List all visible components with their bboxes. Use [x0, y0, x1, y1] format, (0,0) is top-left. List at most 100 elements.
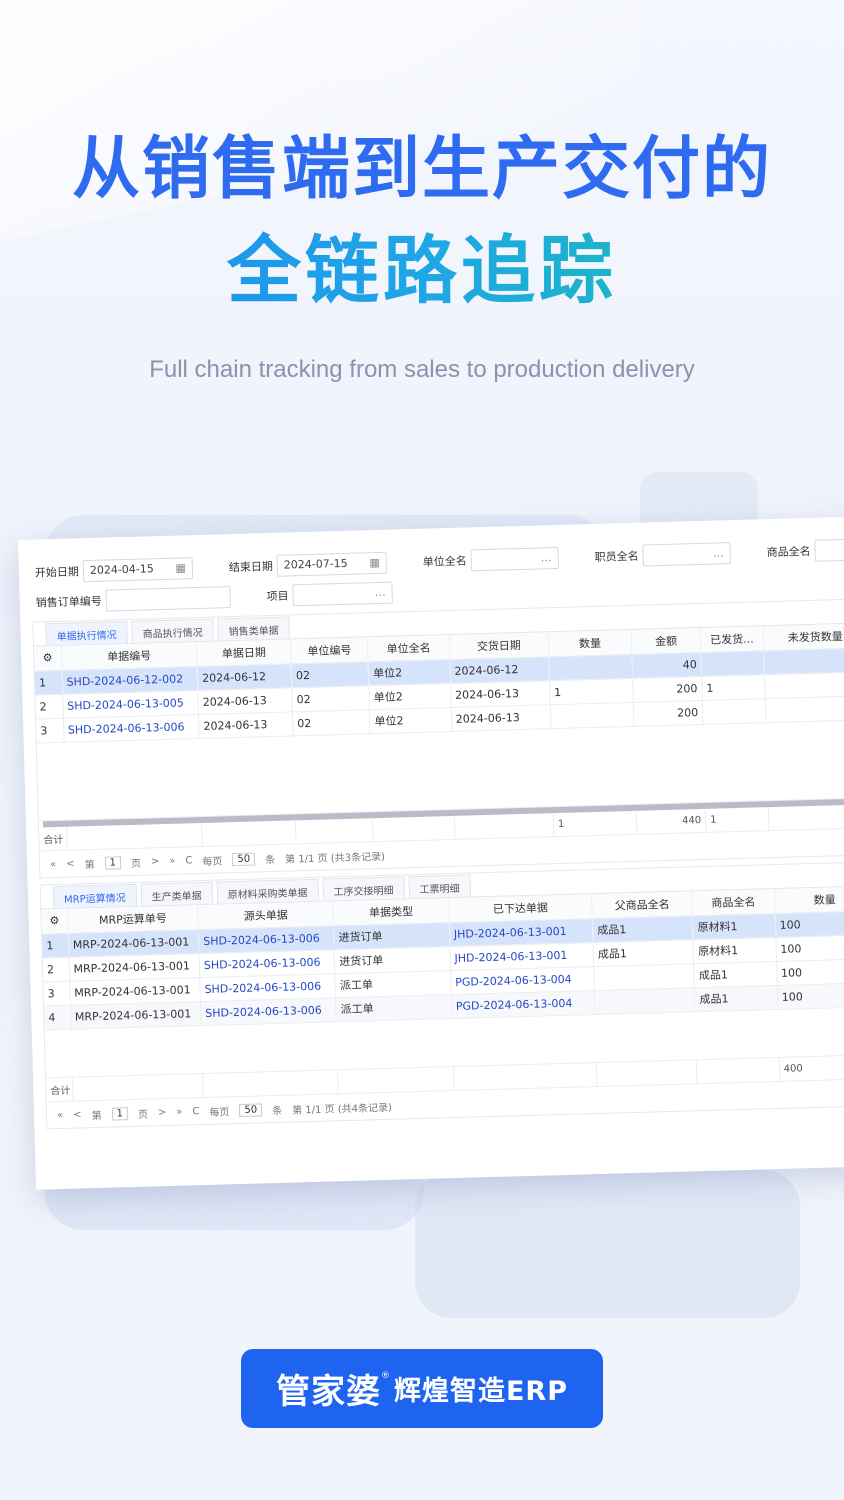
- hero-subtitle: Full chain tracking from sales to produc…: [149, 356, 695, 383]
- gear-icon[interactable]: ⚙: [33, 645, 62, 671]
- column-header[interactable]: 数量: [774, 886, 844, 914]
- refresh-button[interactable]: C: [185, 854, 193, 866]
- column-header[interactable]: 交货日期: [448, 632, 549, 659]
- tab-product-execution[interactable]: 商品执行情况: [131, 618, 214, 643]
- summary-cell: [454, 812, 554, 840]
- page-info: 第 1/1 页 (共4条记录): [292, 1102, 393, 1117]
- document-date: 2024-06-13: [198, 711, 294, 739]
- column-header[interactable]: 单位全名: [367, 635, 450, 662]
- prev-page-button[interactable]: <: [66, 858, 75, 870]
- issued-document-link[interactable]: PGD-2024-06-13-004: [451, 990, 596, 1019]
- tab-mrp[interactable]: MRP运算情况: [52, 883, 137, 909]
- ellipsis-icon[interactable]: …: [712, 546, 724, 560]
- quantity: 100: [775, 934, 844, 961]
- end-date-value: 2024-07-15: [283, 556, 348, 572]
- column-header[interactable]: 单位编号: [290, 637, 369, 664]
- page-number-input[interactable]: 1: [104, 855, 122, 870]
- page-number-input[interactable]: 1: [111, 1106, 129, 1121]
- row-index: 1: [41, 932, 69, 958]
- gear-icon[interactable]: ⚙: [41, 908, 69, 934]
- page-info: 第 1/1 页 (共3条记录): [285, 851, 386, 866]
- column-header[interactable]: 父商品全名: [591, 891, 693, 919]
- tab-production-documents[interactable]: 生产类单据: [140, 881, 213, 906]
- registered-mark: ®: [380, 1371, 390, 1381]
- column-header[interactable]: 单据类型: [333, 898, 450, 926]
- per-page-input[interactable]: 50: [232, 852, 256, 866]
- per-page-label: 每页: [209, 1106, 230, 1119]
- page-suffix: 页: [130, 858, 142, 870]
- column-header[interactable]: 商品全名: [691, 889, 775, 916]
- first-page-button[interactable]: «: [49, 858, 57, 870]
- mrp-number: MRP-2024-06-13-001: [68, 929, 200, 957]
- summary-quantity: 400: [778, 1054, 844, 1082]
- delivery-date: 2024-06-12: [449, 656, 550, 683]
- tab-work-ticket[interactable]: 工票明细: [408, 874, 471, 899]
- next-page-button[interactable]: >: [157, 1106, 167, 1118]
- calendar-icon[interactable]: ▦: [175, 561, 187, 575]
- product-name-field[interactable]: [814, 538, 844, 562]
- staff-name-field[interactable]: …: [642, 542, 731, 567]
- column-header[interactable]: 已发货...: [700, 626, 764, 652]
- document-type: 派工单: [335, 970, 452, 998]
- refresh-button[interactable]: C: [192, 1105, 200, 1117]
- summary-cell: [767, 803, 844, 831]
- sales-order-label: 销售订单编号: [35, 594, 102, 610]
- end-date-field[interactable]: 2024-07-15 ▦: [276, 551, 388, 577]
- erp-screenshot: 开始日期 2024-04-15 ▦ 结束日期 2024-07-15 ▦ 单位全名…: [18, 515, 844, 1190]
- summary-amount: 440: [636, 808, 706, 835]
- document-type: 进货订单: [333, 922, 450, 950]
- unit-number: 02: [291, 685, 370, 712]
- last-page-button[interactable]: »: [176, 1106, 183, 1118]
- column-header[interactable]: MRP运算单号: [67, 905, 199, 933]
- sales-order-field[interactable]: [105, 586, 231, 612]
- quantity: 100: [776, 958, 844, 985]
- unshipped: [764, 695, 844, 723]
- tab-document-execution[interactable]: 单据执行情况: [45, 620, 128, 646]
- product-name: 成品1: [694, 984, 778, 1012]
- last-page-button[interactable]: »: [169, 855, 176, 867]
- per-page-input[interactable]: 50: [239, 1102, 263, 1117]
- per-page-suffix: 条: [272, 1105, 283, 1117]
- ellipsis-icon[interactable]: …: [374, 585, 386, 600]
- quantity: 100: [774, 910, 844, 938]
- summary-cell: [72, 1073, 204, 1102]
- column-header[interactable]: 金额: [631, 627, 701, 654]
- hero-title-line2: 全链路追踪: [0, 226, 844, 316]
- first-page-button[interactable]: «: [56, 1109, 64, 1121]
- delivery-date: 2024-06-13: [450, 704, 551, 731]
- quantity: [550, 701, 635, 729]
- column-header[interactable]: 数量: [548, 629, 633, 657]
- document-type: 进货订单: [334, 946, 451, 974]
- brand-product: 辉煌智造ERP: [393, 1376, 569, 1407]
- tab-material-purchase[interactable]: 原材料采购类单据: [216, 878, 319, 904]
- parent-product: 成品1: [592, 915, 694, 943]
- unit-name-field[interactable]: …: [470, 546, 560, 572]
- next-page-button[interactable]: >: [150, 855, 160, 867]
- document-type: 派工单: [335, 994, 452, 1022]
- summary-cell: [453, 1062, 598, 1091]
- mrp-table: ⚙ MRP运算单号 源头单据 单据类型 已下达单据 父商品全名 商品全名 数量 …: [41, 886, 844, 1030]
- summary-cell: [337, 1066, 454, 1094]
- ellipsis-icon[interactable]: …: [540, 551, 552, 565]
- unit-number: 02: [292, 709, 371, 736]
- hero: 从销售端到生产交付的 全链路追踪 Full chain tracking fro…: [0, 130, 844, 384]
- tab-process-handover[interactable]: 工序交接明细: [322, 876, 405, 901]
- source-document-link[interactable]: SHD-2024-06-13-006: [200, 997, 337, 1026]
- summary-cell: [201, 819, 297, 847]
- per-page-suffix: 条: [265, 854, 276, 866]
- document-number-link[interactable]: SHD-2024-06-13-006: [63, 714, 200, 742]
- amount: 40: [632, 651, 702, 678]
- product-name: 原材料1: [692, 913, 776, 940]
- amount: 200: [632, 675, 703, 702]
- column-header[interactable]: 单据日期: [196, 639, 292, 667]
- page-prefix: 第: [91, 1110, 102, 1122]
- row-index: 3: [43, 980, 71, 1006]
- mrp-number: MRP-2024-06-13-001: [70, 1001, 202, 1029]
- summary-shipped: 1: [705, 806, 769, 833]
- column-header[interactable]: 未发货数量: [762, 623, 844, 651]
- start-date-field[interactable]: 2024-04-15 ▦: [82, 557, 194, 583]
- tab-sales-documents[interactable]: 销售类单据: [217, 616, 290, 641]
- prev-page-button[interactable]: <: [73, 1108, 82, 1121]
- project-field[interactable]: …: [292, 581, 393, 607]
- calendar-icon[interactable]: ▦: [369, 555, 380, 570]
